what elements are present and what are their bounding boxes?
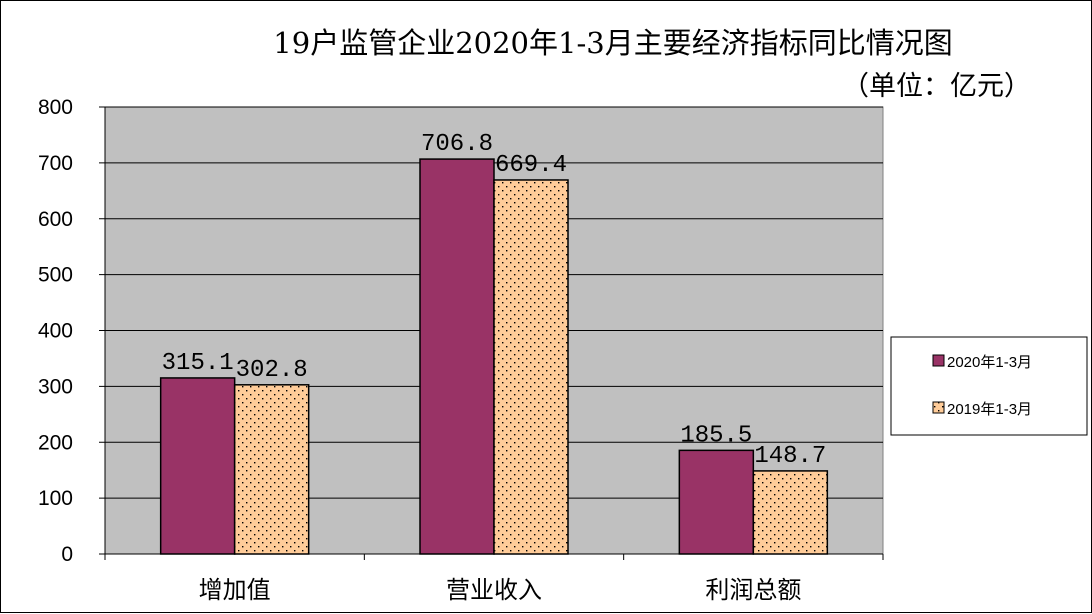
legend-swatch [932, 401, 945, 414]
x-tick-label: 营业收入 [446, 576, 542, 604]
y-tick-label: 0 [61, 543, 73, 566]
bar-2020 [419, 158, 495, 555]
y-tick-label: 100 [38, 487, 73, 510]
chart-unit-label: （单位：亿元） [842, 71, 1031, 102]
data-label: 669.4 [495, 152, 567, 179]
legend-box [890, 336, 1088, 436]
legend-label: 2020年1-3月 [947, 354, 1032, 371]
data-label: 706.8 [421, 131, 493, 158]
y-tick-label: 300 [38, 375, 73, 398]
bar-2020 [159, 377, 236, 555]
x-tick-label: 利润总额 [705, 576, 801, 604]
x-tick-label: 增加值 [199, 576, 271, 604]
y-tick-label: 200 [38, 431, 73, 454]
y-tick-label: 700 [38, 152, 73, 175]
chart-title: 19户监管企业2020年1-3月主要经济指标同比情况图 [273, 26, 952, 60]
y-tick-label: 800 [38, 96, 73, 119]
data-label: 185.5 [680, 422, 752, 449]
bar-2020 [678, 449, 755, 555]
bar-2019 [752, 470, 829, 555]
y-tick-label: 600 [38, 208, 73, 231]
bar-2019 [233, 384, 310, 555]
legend-swatch [932, 354, 945, 367]
bar-2019 [493, 179, 569, 555]
data-label: 148.7 [754, 443, 826, 470]
y-tick-label: 400 [38, 320, 73, 343]
data-label: 302.8 [236, 357, 308, 384]
data-label: 315.1 [162, 350, 234, 377]
legend-label: 2019年1-3月 [947, 401, 1032, 418]
y-tick-label: 500 [38, 264, 73, 287]
